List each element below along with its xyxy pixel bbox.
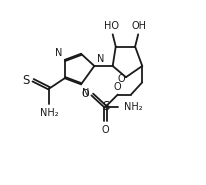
Text: HO: HO xyxy=(104,21,119,31)
Text: OH: OH xyxy=(131,21,146,31)
Text: O: O xyxy=(101,125,109,135)
Text: NH₂: NH₂ xyxy=(123,102,142,112)
Text: N: N xyxy=(96,54,104,64)
Text: S: S xyxy=(101,100,109,113)
Text: O: O xyxy=(114,82,121,92)
Text: NH₂: NH₂ xyxy=(40,108,59,118)
Text: O: O xyxy=(116,74,124,84)
Text: N: N xyxy=(55,48,62,58)
Text: O: O xyxy=(81,88,89,99)
Text: S: S xyxy=(22,74,29,87)
Text: N: N xyxy=(82,88,89,98)
